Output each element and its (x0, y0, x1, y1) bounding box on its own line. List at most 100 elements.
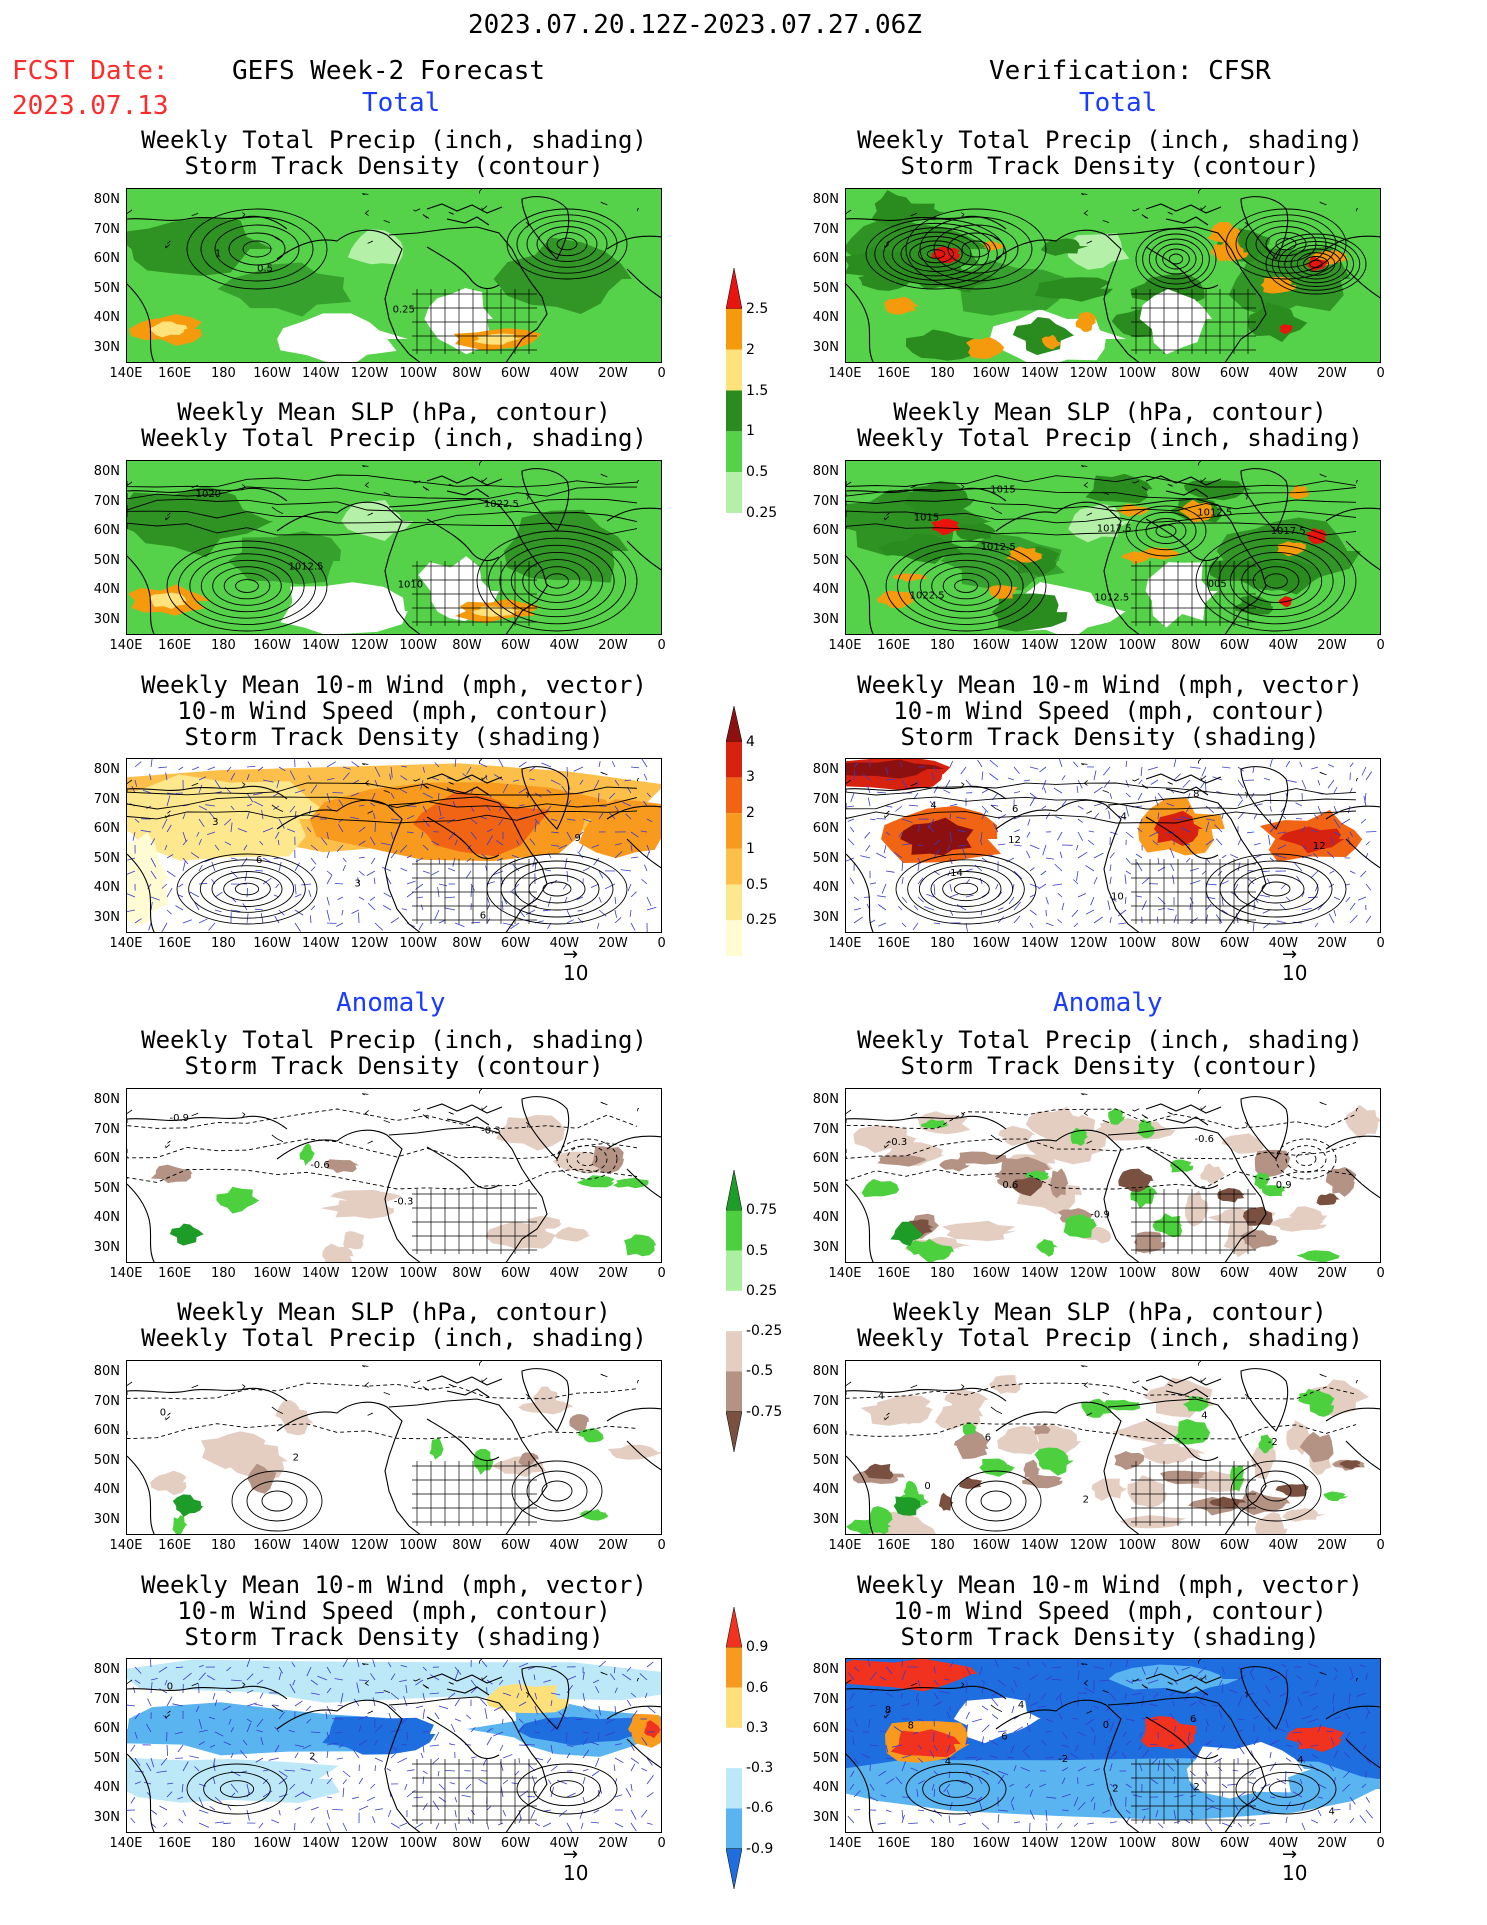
lon-tick-label: 0 (1376, 1266, 1385, 1281)
lat-tick-label: 70N (93, 1393, 120, 1409)
lat-tick-label: 50N (93, 1180, 120, 1196)
fcst-date-label: FCST Date: (12, 56, 169, 86)
lat-tick-label: 80N (812, 1364, 839, 1379)
lat-tick-label: 40N (812, 880, 839, 895)
lon-tick-label: 180 (929, 638, 955, 653)
lat-tick-label: 30N (93, 909, 120, 925)
lat-tick-label: 60N (812, 1423, 839, 1438)
panel-title-line: Storm Track Density (contour) (184, 1052, 604, 1080)
lat-tick-label: 30N (812, 1239, 839, 1255)
contour-label: 6 (256, 855, 262, 866)
lon-tick-label: 140W (301, 1538, 340, 1553)
lon-tick-label: 40W (549, 638, 579, 653)
lon-tick-label: 40W (1268, 1836, 1298, 1851)
lon-tick-label: 40W (1268, 366, 1298, 381)
lat-tick-label: 50N (812, 280, 839, 296)
vector-reference-value: 10 (1282, 1861, 1308, 1885)
panel-title-line: Weekly Total Precip (inch, shading) (141, 1324, 647, 1352)
lat-tick-label: 60N (812, 821, 839, 836)
lat-tick-label: 50N (812, 1750, 839, 1766)
lon-tick-label: 160E (158, 638, 192, 653)
colorbar-tick-label: 4 (746, 733, 755, 750)
contour-label: -0.9 (170, 1113, 190, 1124)
lon-tick-label: 140W (1020, 638, 1059, 653)
lon-tick-label: 60W (500, 1538, 531, 1553)
lon-tick-label: 160E (877, 1538, 911, 1553)
lon-tick-label: 140E (109, 1836, 143, 1851)
contour-label: 6 (1012, 804, 1018, 815)
panel-title-line: Storm Track Density (contour) (184, 152, 604, 180)
panel-title-line: Weekly Mean SLP (hPa, contour) (893, 398, 1327, 426)
lat-tick-label: 30N (93, 339, 120, 355)
lon-tick-label: 80W (1171, 936, 1201, 951)
lon-tick-label: 40W (1268, 1266, 1298, 1281)
lat-tick-label: 40N (93, 582, 120, 597)
panel-title-line: Storm Track Density (shading) (900, 1623, 1320, 1651)
arrow-right-icon: → (1282, 1844, 1298, 1865)
lon-tick-label: 100W (399, 1836, 438, 1851)
colorbar-tick-label: 0.3 (746, 1719, 769, 1736)
lat-tick-label: 30N (812, 909, 839, 925)
contour-label: 10 (1111, 892, 1124, 903)
lon-tick-label: 80W (452, 366, 482, 381)
colorbar-tick-label: 0.25 (746, 912, 778, 929)
lon-tick-label: 0 (1376, 936, 1385, 951)
lat-tick-label: 80N (812, 1092, 839, 1107)
contour-label: 9 (575, 833, 581, 844)
lon-tick-label: 100W (1118, 1266, 1157, 1281)
lon-tick-label: 120W (1069, 1266, 1108, 1281)
colorbar-tick-label: -0.25 (746, 1323, 783, 1340)
lon-tick-label: 160W (253, 1836, 291, 1851)
lat-tick-label: 50N (93, 850, 120, 866)
lon-tick-label: 100W (399, 1538, 438, 1553)
lat-tick-label: 40N (93, 310, 120, 325)
lat-tick-label: 60N (93, 1151, 120, 1166)
lon-tick-label: 80W (452, 1538, 482, 1553)
lon-tick-label: 40W (1268, 936, 1298, 951)
colorbar-tick-label: -0.9 (746, 1840, 774, 1857)
lon-tick-label: 160W (253, 1538, 291, 1553)
lon-tick-label: 20W (598, 1538, 628, 1553)
lon-tick-label: 140W (301, 1836, 340, 1851)
lat-tick-label: 50N (812, 552, 839, 568)
lat-tick-label: 80N (812, 192, 839, 207)
lat-tick-label: 30N (812, 1511, 839, 1527)
colorbar-precip-total (725, 267, 743, 517)
lat-tick-label: 70N (93, 1121, 120, 1137)
lon-tick-label: 0 (1376, 1538, 1385, 1553)
contour-label: 1012.5 (981, 542, 1016, 553)
panel-title-line: 10-m Wind Speed (mph, contour) (177, 1597, 611, 1625)
contour-label: 1017.5 (1271, 526, 1306, 537)
lon-tick-label: 140W (1020, 936, 1059, 951)
contour-label: 3 (355, 879, 361, 890)
right-anomaly-label: Anomaly (1053, 988, 1163, 1018)
lon-tick-label: 40W (549, 1266, 579, 1281)
lat-tick-label: 30N (93, 1239, 120, 1255)
contour-label: 0.5 (257, 263, 273, 274)
panel-title-line: Weekly Mean SLP (hPa, contour) (177, 398, 611, 426)
lon-tick-label: 0 (1376, 1836, 1385, 1851)
contour-label: 4 (1329, 1807, 1335, 1818)
lat-tick-label: 40N (93, 1482, 120, 1497)
lon-tick-label: 180 (210, 638, 236, 653)
left-anomaly-label: Anomaly (336, 988, 446, 1018)
panel-title-line: Storm Track Density (contour) (900, 152, 1320, 180)
lat-tick-label: 80N (812, 1662, 839, 1677)
lat-tick-label: 80N (93, 192, 120, 207)
lat-tick-label: 60N (93, 251, 120, 266)
lon-tick-label: 80W (452, 1836, 482, 1851)
colorbar-tick-label: 0.5 (746, 876, 769, 893)
lon-tick-label: 100W (399, 366, 438, 381)
contour-label: -0.3 (394, 1196, 414, 1207)
lon-tick-label: 140W (1020, 1538, 1059, 1553)
lon-tick-label: 140W (1020, 1266, 1059, 1281)
lat-tick-label: 50N (93, 1452, 120, 1468)
contour-label: -0.3 (481, 1126, 501, 1137)
contour-label: 0 (167, 1682, 173, 1693)
map-panel-r-pa: -0.3 0.6 -0.9 -0.6 0.9 (845, 1088, 1381, 1263)
lon-tick-label: 20W (1317, 1266, 1347, 1281)
colorbar-tick-label: 0.5 (746, 1242, 769, 1259)
lon-tick-label: 20W (1317, 936, 1347, 951)
map-panel-l-sp: 1020 1012.5 1010 1022.5 (126, 460, 662, 635)
panel-title-line: Weekly Total Precip (inch, shading) (141, 126, 647, 154)
